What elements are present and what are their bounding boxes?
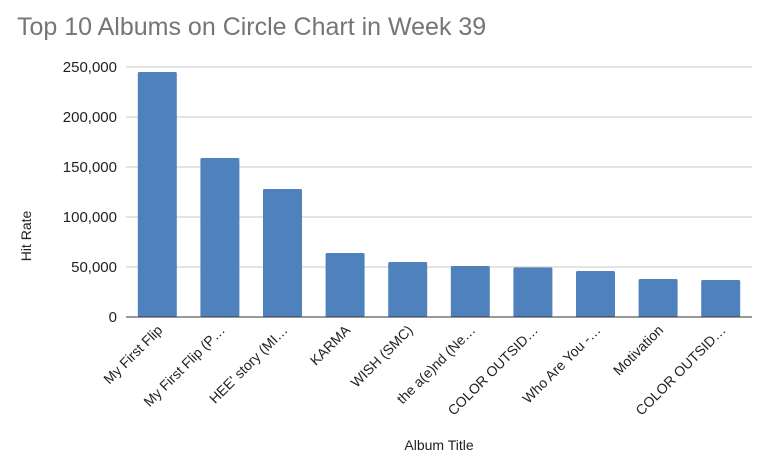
bar (388, 262, 428, 317)
y-axis-ticks: 0 50,000 100,000 150,000 200,000 250,000 (63, 59, 117, 326)
bar (200, 158, 240, 317)
y-tick-label: 0 (109, 309, 117, 326)
bar (263, 189, 302, 317)
bar (137, 72, 177, 317)
bar (450, 266, 490, 317)
y-tick-label: 50,000 (71, 259, 117, 276)
bar (513, 267, 553, 317)
bar (576, 271, 615, 317)
x-tick-label: WISH (SMC) (347, 322, 416, 391)
x-tick-label: My First Flip (100, 322, 165, 387)
bar (325, 253, 365, 317)
x-tick-label: KARMA (307, 321, 354, 368)
y-axis-title: Hit Rate (18, 211, 34, 262)
y-tick-label: 150,000 (63, 159, 117, 176)
bars (137, 72, 741, 317)
bar (638, 279, 678, 317)
x-axis-title: Album Title (404, 437, 473, 453)
bar (701, 280, 741, 317)
y-tick-label: 250,000 (63, 59, 117, 76)
y-tick-label: 100,000 (63, 209, 117, 226)
y-tick-label: 200,000 (63, 109, 117, 126)
chart-title: Top 10 Albums on Circle Chart in Week 39 (17, 13, 487, 41)
x-tick-label: Motivation (610, 322, 666, 378)
